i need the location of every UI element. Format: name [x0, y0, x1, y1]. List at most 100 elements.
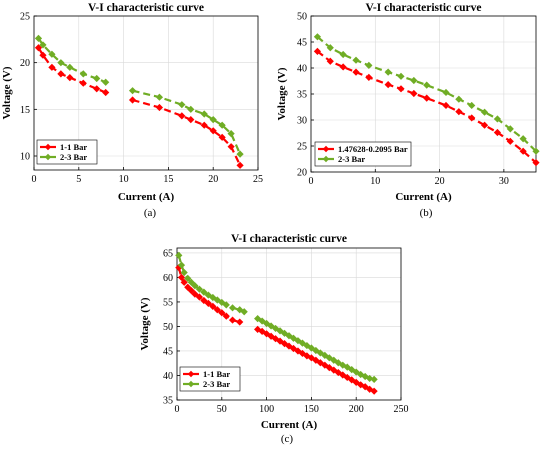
- series-line: [316, 50, 537, 164]
- x-tick-label: 25: [253, 174, 263, 185]
- data-point: [506, 137, 514, 145]
- legend-marker: [187, 380, 195, 388]
- data-point: [357, 381, 365, 389]
- data-point: [228, 316, 237, 324]
- data-point: [423, 81, 431, 89]
- legend-marker: [187, 370, 195, 378]
- y-axis-label: Voltage (V): [139, 297, 151, 350]
- x-tick-label: 10: [370, 176, 380, 187]
- data-point: [384, 68, 392, 76]
- data-point: [307, 354, 315, 362]
- data-point: [352, 68, 360, 76]
- data-point: [339, 63, 347, 71]
- chart-panel-a: 0 5 10 15 20 25 10 15 20 25 V-I characteristic cur…: [0, 0, 275, 225]
- data-point: [187, 105, 195, 113]
- y-tick-label: 60: [163, 273, 173, 284]
- data-point: [397, 85, 405, 93]
- legend-marker: [44, 143, 52, 151]
- chart-title: V-I characteristic curve: [231, 233, 347, 245]
- y-tick-label: 40: [163, 371, 173, 382]
- data-point: [39, 41, 47, 49]
- data-point: [128, 96, 137, 104]
- x-tick-label: 150: [304, 404, 319, 415]
- x-tick-label: 5: [76, 174, 81, 185]
- series-line: [132, 89, 242, 155]
- data-point: [128, 87, 137, 95]
- data-point: [66, 63, 74, 71]
- data-point: [236, 161, 244, 169]
- data-point: [410, 89, 418, 98]
- y-tick-label: 15: [20, 105, 30, 116]
- data-point: [361, 383, 369, 391]
- data-point: [155, 93, 164, 101]
- data-point: [442, 101, 450, 110]
- data-point: [48, 50, 56, 58]
- data-point: [455, 95, 463, 103]
- y-tick-label: 55: [163, 297, 173, 308]
- data-point: [357, 370, 365, 379]
- legend-label: 2-3 Bar: [60, 152, 87, 162]
- y-axis-label: Voltage (V): [276, 67, 288, 120]
- data-point: [343, 363, 351, 371]
- data-point: [218, 121, 226, 129]
- data-point: [468, 101, 476, 110]
- data-point: [227, 130, 235, 138]
- data-point: [66, 74, 74, 82]
- data-point: [236, 150, 244, 158]
- y-tick-label: 40: [297, 64, 307, 75]
- data-point: [365, 73, 373, 81]
- data-point: [209, 116, 217, 124]
- chart-a-svg: 0 5 10 15 20 25 10 15 20 25 V-I characteristic cur…: [1, 2, 263, 203]
- data-point: [48, 63, 56, 71]
- series-second: [175, 251, 378, 384]
- data-point: [79, 70, 87, 78]
- data-point: [506, 125, 514, 133]
- data-point: [326, 44, 334, 52]
- chart-panel-c: 0 50 100 150 200 250 35 40 45 50 55 60 65 V-I charact…: [137, 227, 412, 453]
- chart-c-svg: 0 50 100 150 200 250 35 40 45 50 55 60 65 V-I charact…: [139, 233, 409, 431]
- data-point: [39, 51, 47, 59]
- legend-label: 1-1 Bar: [203, 369, 230, 379]
- x-tick-label: 0: [32, 174, 37, 185]
- data-point: [200, 121, 208, 129]
- x-tick-label: 15: [163, 174, 173, 185]
- chart-b-caption: (b): [419, 207, 433, 219]
- data-point: [57, 59, 65, 67]
- series-line: [37, 37, 107, 84]
- data-point: [200, 288, 208, 296]
- chart-panel-b: 0 10 20 30 20 25 30 35 40 45 50 V-I characteristic …: [275, 0, 550, 225]
- data-point: [184, 274, 192, 282]
- data-point: [370, 387, 378, 395]
- legend-label: 2-3 Bar: [203, 379, 230, 389]
- data-point: [57, 70, 65, 78]
- plot-frame: [33, 15, 259, 171]
- series-line: [316, 35, 537, 152]
- x-tick-label: 100: [259, 404, 274, 415]
- data-point: [34, 34, 43, 42]
- legend-label: 2-3 Bar: [338, 154, 365, 164]
- data-point: [532, 147, 540, 155]
- series-first: [34, 44, 244, 169]
- data-point: [34, 44, 43, 52]
- y-tick-label: 30: [297, 116, 307, 127]
- y-tick-label: 20: [20, 58, 30, 69]
- x-tick-label: 10: [119, 174, 129, 185]
- data-point: [397, 72, 405, 80]
- data-point: [93, 74, 101, 83]
- data-point: [285, 342, 293, 350]
- x-tick-label: 50: [217, 404, 227, 415]
- data-point: [191, 290, 199, 298]
- y-tick-label: 35: [163, 396, 173, 407]
- legend-label: 1-1 Bar: [60, 142, 87, 152]
- data-point: [102, 88, 110, 97]
- legend-marker: [322, 155, 330, 163]
- data-point: [532, 159, 540, 167]
- x-tick-label: 0: [309, 176, 314, 187]
- data-point: [102, 78, 110, 86]
- data-point: [468, 114, 476, 122]
- data-point: [240, 308, 248, 316]
- data-point: [236, 306, 244, 314]
